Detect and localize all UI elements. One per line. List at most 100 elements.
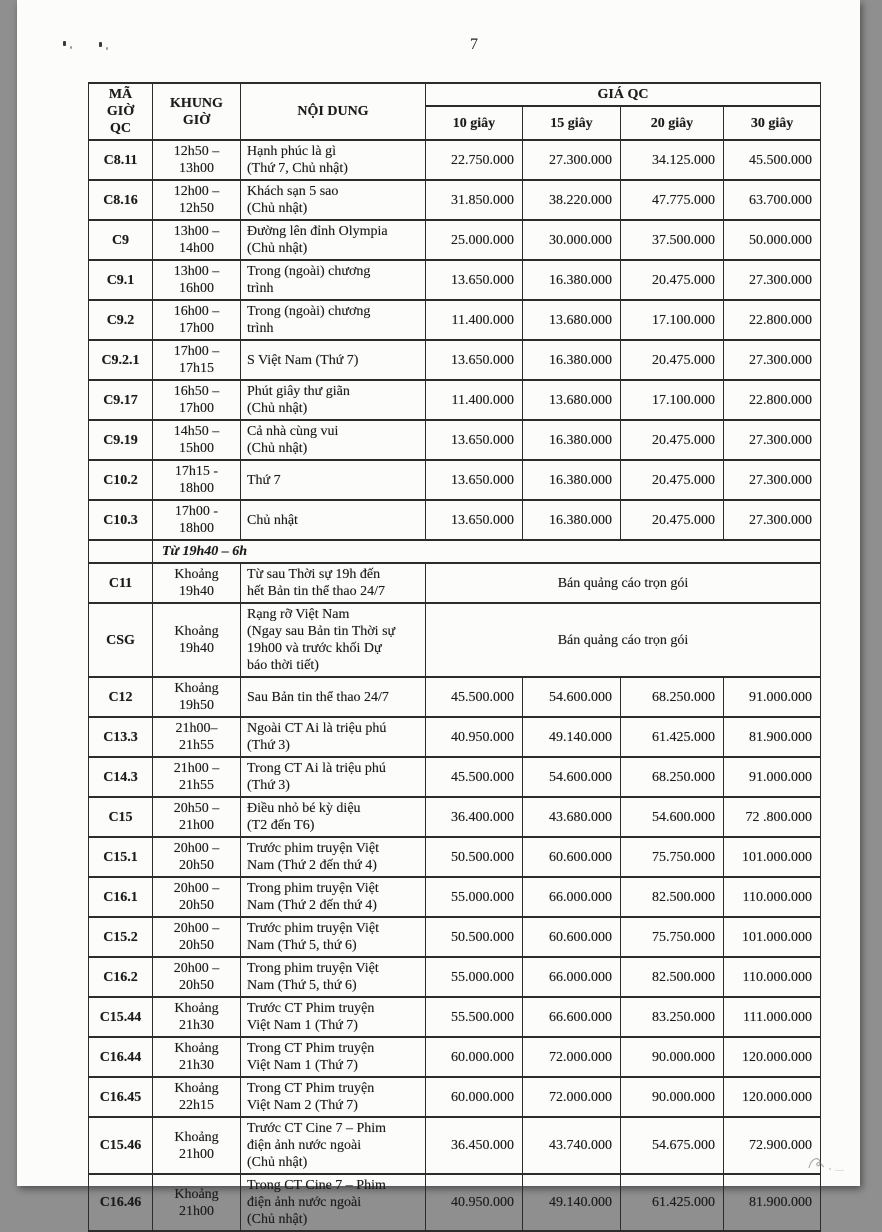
time-cell: Khoảng 21h00 [152, 1173, 241, 1232]
price-cell-1: 13.680.000 [522, 379, 621, 421]
code-cell: C15 [88, 796, 153, 838]
code-cell: C13.3 [88, 716, 153, 758]
price-cell-0: 13.650.000 [425, 419, 523, 461]
price-cell-0: 36.450.000 [425, 1116, 523, 1175]
table-row-C9.19: C9.19 14h50 – 15h00 Cả nhà cùng vui (Chủ n… [88, 419, 822, 461]
price-cell-3: 72 .800.000 [722, 796, 822, 838]
header-price-group: GIÁ QC [424, 81, 822, 108]
package-cell: Bán quảng cáo trọn gói [424, 562, 822, 604]
price-cell-2: 34.125.000 [620, 139, 724, 181]
price-cell-2: 68.250.000 [620, 756, 724, 798]
content-cell: Trước phim truyện Việt Nam (Thứ 5, thứ 6… [240, 916, 426, 958]
price-cell-0: 55.500.000 [425, 996, 523, 1038]
price-cell-3: 101.000.000 [722, 916, 822, 958]
table-row-C12: C12 Khoảng 19h50 Sau Bản tin thể thao 24/7… [88, 676, 822, 718]
code-cell: CSG [88, 602, 153, 678]
price-cell-2: 47.775.000 [620, 179, 724, 221]
header-duration-20s: 20 giây [620, 105, 724, 141]
header-duration-10s: 10 giây [425, 105, 523, 141]
price-cell-2: 75.750.000 [620, 916, 724, 958]
price-cell-1: 43.680.000 [522, 796, 621, 838]
table-row-C9.17: C9.17 16h50 – 17h00 Phút giây thư giãn (Ch… [88, 379, 822, 421]
header-duration-30s: 30 giây [722, 105, 822, 141]
price-cell-0: 11.400.000 [425, 379, 523, 421]
ad-price-table: MÃ GIỜ QC KHUNG GIỜ NỘI DUNG GIÁ QC 10 g… [88, 81, 822, 1232]
price-cell-0: 13.650.000 [425, 259, 523, 301]
price-cell-2: 17.100.000 [620, 379, 724, 421]
time-cell: Khoảng 19h50 [152, 676, 241, 718]
price-cell-0: 60.000.000 [425, 1076, 523, 1118]
price-cell-1: 66.600.000 [522, 996, 621, 1038]
price-cell-0: 25.000.000 [425, 219, 523, 261]
price-cell-1: 60.600.000 [522, 916, 621, 958]
price-cell-2: 82.500.000 [620, 876, 724, 918]
time-cell: Khoảng 21h00 [152, 1116, 241, 1175]
price-cell-0: 45.500.000 [425, 676, 523, 718]
table-row-C11: C11 Khoảng 19h40 Từ sau Thời sự 19h đến hế… [88, 562, 822, 604]
table-row-C10.2: C10.2 17h15 - 18h00 Thứ 7 13.650.000 16.380.… [88, 459, 822, 501]
content-cell: Ngoài CT Ai là triệu phú (Thứ 3) [240, 716, 426, 758]
table-row-C16.44: C16.44 Khoảng 21h30 Trong CT Phim truyện V… [88, 1036, 822, 1078]
price-table-body: C8.11 12h50 – 13h00 Hạnh phúc là gì (Thứ 7… [88, 139, 822, 1232]
table-row-C16.45: C16.45 Khoảng 22h15 Trong CT Phim truyện V… [88, 1076, 822, 1118]
code-cell: C16.44 [88, 1036, 153, 1078]
time-cell: 17h00 – 17h15 [152, 339, 241, 381]
code-cell: C9.1 [88, 259, 153, 301]
price-cell-2: 20.475.000 [620, 419, 724, 461]
time-cell: 13h00 – 14h00 [152, 219, 241, 261]
price-cell-3: 50.000.000 [722, 219, 822, 261]
content-cell: Trong (ngoài) chương trình [240, 299, 426, 341]
code-cell: C8.11 [88, 139, 153, 181]
time-cell: Khoảng 21h30 [152, 996, 241, 1038]
content-cell: Từ sau Thời sự 19h đến hết Bản tin thể t… [240, 562, 426, 604]
scanned-page: 7 MÃ GIỜ QC KHUNG GIỜ NỘI DUNG GIÁ QC 10… [17, 0, 860, 1232]
price-cell-0: 45.500.000 [425, 756, 523, 798]
time-cell: 14h50 – 15h00 [152, 419, 241, 461]
code-cell: C15.46 [88, 1116, 153, 1175]
table-row-C9.2.1: C9.2.1 17h00 – 17h15 S Việt Nam (Thứ 7) 13.… [88, 339, 822, 381]
price-cell-1: 72.000.000 [522, 1076, 621, 1118]
content-cell: Khách sạn 5 sao (Chủ nhật) [240, 179, 426, 221]
price-cell-2: 54.675.000 [620, 1116, 724, 1175]
price-cell-1: 49.140.000 [522, 1173, 621, 1232]
content-cell: Đường lên đỉnh Olympia (Chủ nhật) [240, 219, 426, 261]
time-cell: 20h00 – 20h50 [152, 876, 241, 918]
package-cell: Bán quảng cáo trọn gói [424, 602, 822, 678]
price-cell-0: 55.000.000 [425, 876, 523, 918]
price-cell-2: 83.250.000 [620, 996, 724, 1038]
price-cell-1: 16.380.000 [522, 259, 621, 301]
content-cell: Rạng rỡ Việt Nam (Ngay sau Bản tin Thời … [240, 602, 426, 678]
header-code: MÃ GIỜ QC [88, 82, 153, 141]
scan-speckle [106, 47, 108, 50]
time-cell: 21h00– 21h55 [152, 716, 241, 758]
code-cell: C16.46 [88, 1173, 153, 1232]
content-cell: Trong (ngoài) chương trình [240, 259, 426, 301]
content-cell: Chủ nhật [240, 499, 426, 541]
time-cell: 17h00 - 18h00 [152, 499, 241, 541]
price-cell-3: 81.900.000 [722, 1173, 822, 1232]
content-cell: Trong CT Phim truyện Việt Nam 1 (Thứ 7) [240, 1036, 426, 1078]
code-cell: C8.16 [88, 179, 153, 221]
code-cell: C16.1 [88, 876, 153, 918]
code-cell: C11 [88, 562, 153, 604]
content-cell: Hạnh phúc là gì (Thứ 7, Chủ nhật) [240, 139, 426, 181]
price-cell-3: 27.300.000 [722, 259, 822, 301]
time-cell: 12h50 – 13h00 [152, 139, 241, 181]
table-header: MÃ GIỜ QC KHUNG GIỜ NỘI DUNG GIÁ QC 10 g… [88, 81, 822, 141]
price-cell-3: 101.000.000 [722, 836, 822, 878]
content-cell: Trong CT Ai là triệu phú (Thứ 3) [240, 756, 426, 798]
price-cell-3: 120.000.000 [722, 1076, 822, 1118]
price-cell-0: 11.400.000 [425, 299, 523, 341]
price-cell-1: 38.220.000 [522, 179, 621, 221]
time-cell: 20h50 – 21h00 [152, 796, 241, 838]
price-cell-0: 13.650.000 [425, 459, 523, 501]
price-cell-3: 22.800.000 [722, 299, 822, 341]
table-row-C8.11: C8.11 12h50 – 13h00 Hạnh phúc là gì (Thứ 7… [88, 139, 822, 181]
table-row-C15.1: C15.1 20h00 – 20h50 Trước phim truyện Việt… [88, 836, 822, 878]
price-cell-3: 111.000.000 [722, 996, 822, 1038]
section-empty-cell [88, 539, 153, 564]
price-cell-3: 27.300.000 [722, 459, 822, 501]
time-cell: 16h50 – 17h00 [152, 379, 241, 421]
table-row-C10.3: C10.3 17h00 - 18h00 Chủ nhật 13.650.000 16.3… [88, 499, 822, 541]
price-cell-1: 54.600.000 [522, 756, 621, 798]
